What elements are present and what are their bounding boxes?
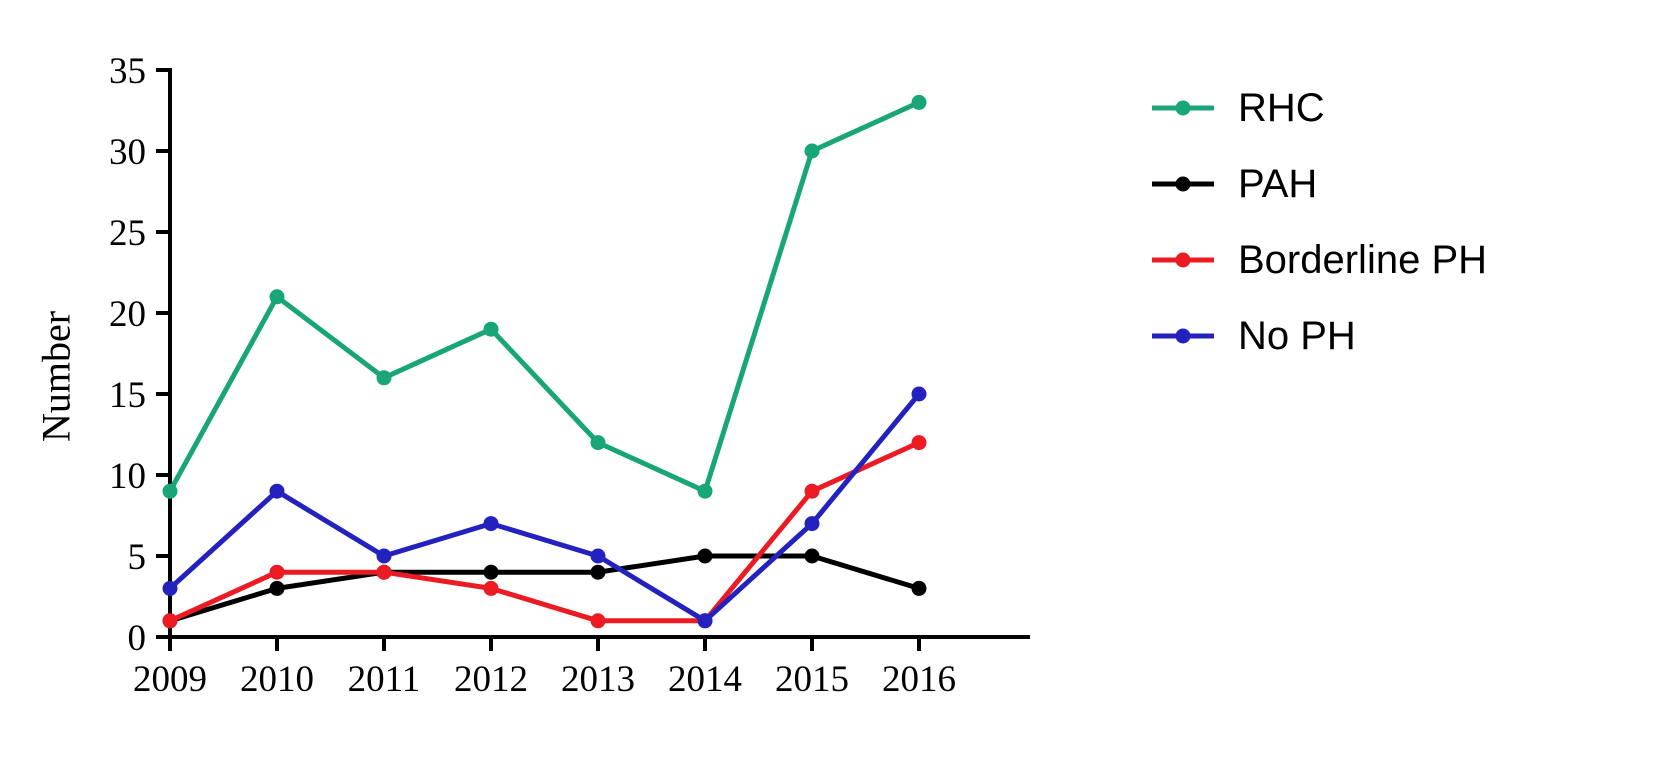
x-tick-label: 2010	[240, 659, 314, 700]
chart-legend: RHC PAH Borderline PH No PH	[1150, 86, 1487, 390]
data-point	[697, 548, 713, 564]
y-tick-label: 15	[109, 375, 146, 416]
data-point	[269, 483, 285, 499]
x-tick-label: 2012	[454, 659, 528, 700]
y-tick-label: 35	[109, 51, 146, 92]
series-borderline-ph	[162, 435, 927, 629]
legend-label: RHC	[1238, 85, 1325, 130]
data-point	[376, 564, 392, 580]
legend-dot	[1175, 252, 1191, 268]
data-point	[162, 580, 178, 596]
data-point	[804, 516, 820, 532]
data-point	[269, 580, 285, 596]
data-point	[376, 548, 392, 564]
data-point	[911, 580, 927, 596]
legend-label: Borderline PH	[1238, 237, 1488, 282]
y-tick-label: 10	[109, 456, 146, 497]
data-point	[483, 564, 499, 580]
data-point	[697, 483, 713, 499]
data-point	[483, 321, 499, 337]
x-tick-label: 2011	[348, 659, 421, 700]
legend-marker-icon	[1152, 100, 1214, 116]
x-tick-label: 2014	[668, 659, 742, 700]
data-point	[590, 548, 606, 564]
x-tick-label: 2009	[133, 659, 207, 700]
series-line	[167, 99, 922, 494]
y-tick-label: 0	[128, 618, 147, 659]
series-line	[167, 553, 922, 624]
data-point	[590, 564, 606, 580]
data-point	[697, 613, 713, 629]
legend-marker-icon	[1152, 328, 1214, 344]
legend-label: No PH	[1238, 313, 1356, 358]
data-point	[804, 143, 820, 159]
y-axis-title: Number	[33, 310, 79, 443]
x-tick-label: 2015	[775, 659, 849, 700]
x-tick-label: 2016	[882, 659, 956, 700]
legend-item-borderline-ph: Borderline PH	[1150, 238, 1487, 282]
series-pah	[162, 548, 927, 629]
legend-marker-icon	[1152, 252, 1214, 268]
x-tick-label: 2013	[561, 659, 635, 700]
data-point	[911, 386, 927, 402]
legend-label: PAH	[1238, 161, 1318, 206]
data-point	[911, 94, 927, 110]
data-point	[269, 289, 285, 305]
data-point	[911, 435, 927, 451]
data-point	[590, 435, 606, 451]
series-line	[167, 391, 922, 624]
data-point	[162, 613, 178, 629]
data-point	[376, 370, 392, 386]
legend-dot	[1175, 328, 1191, 344]
y-tick-label: 25	[109, 213, 146, 254]
y-tick-label: 20	[109, 294, 146, 335]
data-point	[483, 516, 499, 532]
data-point	[269, 564, 285, 580]
data-point	[483, 580, 499, 596]
series-line	[167, 440, 922, 624]
series-no-ph	[162, 386, 927, 629]
data-point	[162, 483, 178, 499]
data-point	[804, 548, 820, 564]
data-point	[590, 613, 606, 629]
legend-dot	[1175, 176, 1191, 192]
data-point	[804, 483, 820, 499]
y-tick-label: 30	[109, 132, 146, 173]
legend-dot	[1175, 100, 1191, 116]
legend-item-rhc: RHC	[1150, 86, 1487, 130]
series-rhc	[162, 94, 927, 499]
y-tick-label: 5	[128, 537, 147, 578]
legend-item-no-ph: No PH	[1150, 314, 1487, 358]
legend-item-pah: PAH	[1150, 162, 1487, 206]
legend-marker-icon	[1152, 176, 1214, 192]
